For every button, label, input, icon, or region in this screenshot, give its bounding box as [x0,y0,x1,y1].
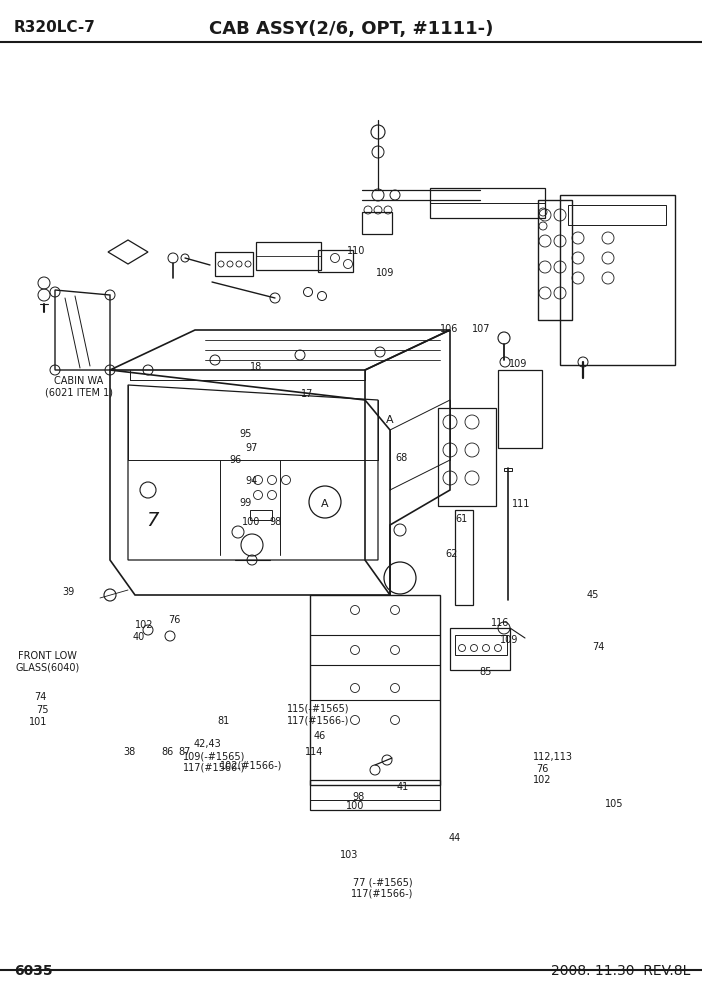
Text: FRONT LOW
GLASS(6040): FRONT LOW GLASS(6040) [15,651,80,673]
Text: 46: 46 [313,731,326,741]
Bar [215,252,253,276]
Text: 74: 74 [34,692,47,702]
Bar [568,205,666,225]
Bar [560,195,675,365]
Text: 109(-#1565)
117(#1566-): 109(-#1565) 117(#1566-) [183,751,245,773]
Text: 94: 94 [245,476,258,486]
Text: 98: 98 [352,792,364,802]
Bar [504,468,512,471]
Text: 98: 98 [270,517,282,527]
Text: 112,113: 112,113 [534,752,573,762]
Text: 96: 96 [229,455,241,465]
Text: 87: 87 [178,747,191,757]
Text: 105: 105 [605,799,623,808]
Bar [430,188,545,218]
Text: 109: 109 [509,359,527,369]
Text: 68: 68 [395,453,408,463]
Text: 109: 109 [500,635,518,645]
Bar [256,242,321,270]
Text: 97: 97 [245,443,258,453]
Text: 39: 39 [62,587,75,597]
Text: A: A [386,415,393,425]
Text: 110: 110 [347,246,366,256]
Text: 114: 114 [305,747,324,757]
Text: 100: 100 [346,801,364,810]
Text: 77 (-#1565)
117(#1566-): 77 (-#1565) 117(#1566-) [352,877,413,899]
Bar [438,408,496,506]
Text: 6035: 6035 [14,964,53,978]
Text: 102(#1566-): 102(#1566-) [220,761,282,771]
Bar [498,370,542,448]
Text: R320LC-7: R320LC-7 [14,20,96,35]
Text: 42,43: 42,43 [193,739,221,749]
Text: CABIN WA
(6021 ITEM 1): CABIN WA (6021 ITEM 1) [45,376,112,398]
Text: 85: 85 [479,667,492,677]
Text: 95: 95 [239,430,252,439]
Text: 103: 103 [340,850,358,860]
Bar [310,780,440,810]
Text: 106: 106 [440,324,458,334]
Text: 76: 76 [536,764,548,774]
Text: 101: 101 [29,717,48,727]
Text: 7: 7 [146,511,158,530]
Bar [310,595,440,785]
Text: 38: 38 [124,747,136,757]
Text: 74: 74 [592,642,604,652]
Text: 115(-#1565)
117(#1566-): 115(-#1565) 117(#1566-) [286,703,350,725]
Text: 18: 18 [250,362,263,372]
Text: 44: 44 [449,833,461,843]
Text: 102: 102 [533,775,551,785]
Text: 102: 102 [135,620,154,630]
Text: 76: 76 [168,615,180,625]
Text: 109: 109 [376,268,394,278]
Text: 40: 40 [133,632,145,642]
Text: 41: 41 [397,782,409,792]
Text: 2008. 11.30  REV.8L: 2008. 11.30 REV.8L [550,964,690,978]
Text: 62: 62 [445,549,458,558]
Bar [250,510,272,520]
Text: A: A [321,499,328,509]
Text: 81: 81 [217,716,230,726]
Text: 100: 100 [242,517,260,527]
Bar [362,212,392,234]
Text: 45: 45 [587,590,600,600]
Text: 61: 61 [456,514,468,524]
Bar [538,200,572,320]
Text: 75: 75 [36,705,48,715]
Bar [318,250,353,272]
Text: CAB ASSY(2/6, OPT, #1111-): CAB ASSY(2/6, OPT, #1111-) [208,20,494,38]
Text: 17: 17 [301,389,314,399]
Bar [455,635,507,655]
Text: 107: 107 [472,324,490,334]
Text: 116: 116 [491,618,509,628]
Text: 99: 99 [239,498,252,508]
Bar [455,510,473,605]
Text: 86: 86 [161,747,173,757]
Bar [450,628,510,670]
Text: 111: 111 [512,499,530,509]
